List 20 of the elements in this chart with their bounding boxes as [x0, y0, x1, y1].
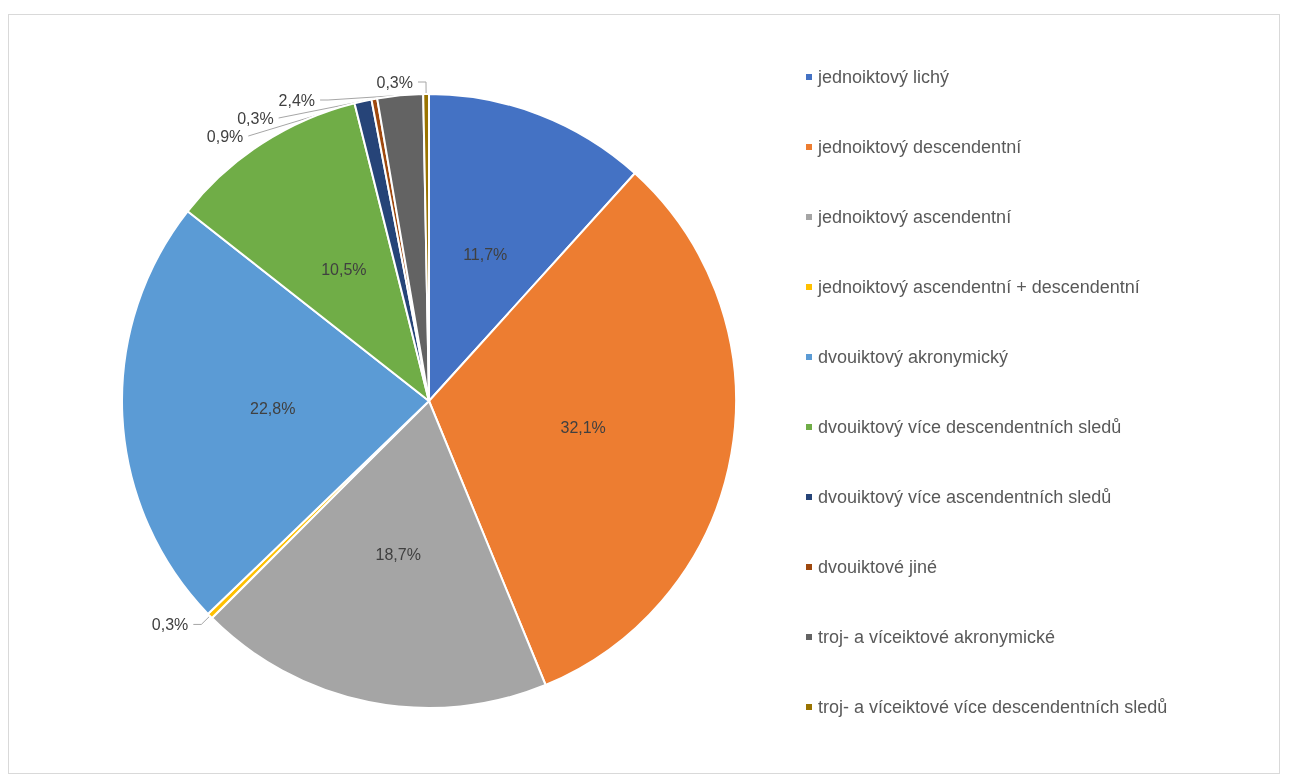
legend-label: troj- a víceiktové více descendentních sledů	[818, 697, 1168, 717]
legend-label: jednoiktový ascendentní + descendentní	[817, 277, 1140, 297]
data-label: 0,3%	[376, 73, 413, 91]
data-label: 10,5%	[321, 261, 367, 279]
legend-label: jednoiktový ascendentní	[817, 207, 1012, 227]
legend-label: jednoiktový lichý	[817, 67, 950, 87]
data-label: 18,7%	[375, 545, 421, 563]
data-label: 0,9%	[206, 127, 244, 145]
legend-label: troj- a víceiktové akronymické	[818, 627, 1056, 647]
data-label: 11,7%	[463, 246, 508, 264]
data-label: 0,3%	[151, 615, 189, 633]
data-label: 0,3%	[237, 109, 274, 127]
data-label: 22,8%	[250, 400, 296, 418]
legend-label: jednoiktový descendentní	[817, 137, 1022, 157]
data-label: 2,4%	[278, 91, 316, 109]
legend-label: dvouiktový akronymický	[818, 347, 1009, 367]
legend-label: dvouiktový více ascendentních sledů	[818, 487, 1112, 507]
legend-label: dvouiktový více descendentních sledů	[818, 417, 1122, 437]
legend-label: dvouiktové jiné	[818, 557, 938, 577]
data-label: 32,1%	[560, 419, 606, 437]
